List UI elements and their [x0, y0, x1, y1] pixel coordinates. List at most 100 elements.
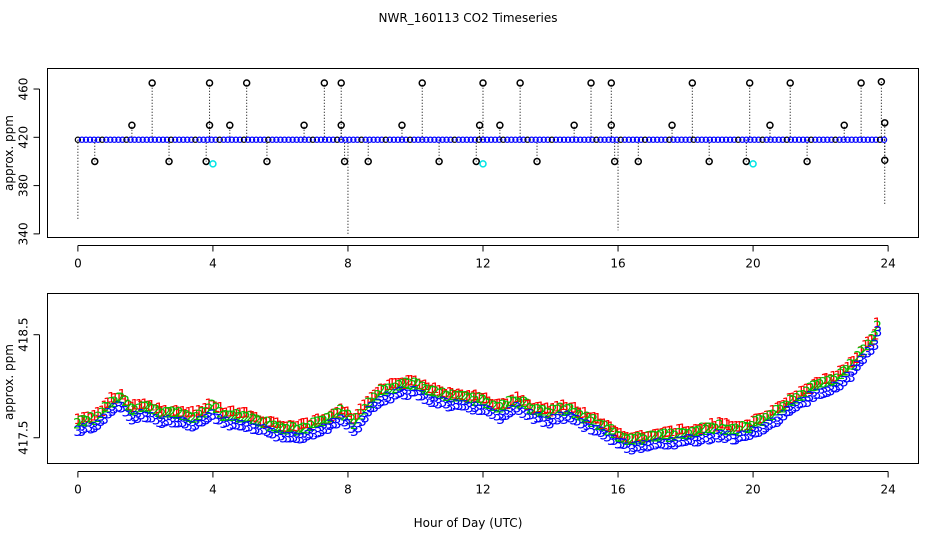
glyph-series-1: 1: [839, 363, 848, 379]
glyph-series-3: 3: [354, 421, 363, 437]
glyph-series-2: 2: [364, 396, 373, 412]
glyph-series-1: 1: [313, 412, 322, 428]
glyph-series-1: 1: [317, 414, 326, 430]
glyph-series-1: 1: [198, 405, 207, 421]
glyph-series-2: 2: [94, 410, 103, 426]
glyph-series-1: 1: [337, 402, 346, 418]
glyph-series-3: 3: [279, 431, 288, 447]
glyph-series-2: 2: [299, 421, 308, 437]
co2-point: [147, 136, 155, 143]
glyph-series-2: 2: [283, 422, 292, 438]
glyph-series-1: 1: [356, 402, 365, 418]
glyph-series-1: 1: [267, 415, 276, 431]
glyph-series-3: 3: [765, 418, 774, 434]
glyph-series-1: 1: [157, 405, 166, 421]
spike-point-low: [340, 157, 349, 166]
glyph-series-2: 2: [792, 392, 801, 408]
glyph-series-1: 1: [252, 410, 261, 426]
co2-point: [649, 136, 657, 143]
co2-point: [317, 136, 325, 143]
co2-point: [471, 136, 479, 143]
glyph-series-1: 1: [606, 420, 615, 436]
glyph-series-1: 1: [495, 397, 504, 413]
spike-point-low: [533, 157, 541, 166]
spike-point-low: [742, 157, 751, 166]
glyph-series-3: 3: [395, 386, 404, 402]
co2-point: [358, 136, 365, 143]
glyph-series-3: 3: [374, 397, 383, 413]
spike-point-mid: [300, 121, 308, 129]
glyph-series-2: 2: [505, 395, 514, 411]
co2-point: [406, 136, 414, 143]
glyph-series-2: 2: [286, 420, 295, 436]
glyph-series-3: 3: [300, 431, 309, 447]
co2-point: [844, 136, 851, 143]
glyph-series-1: 1: [546, 405, 555, 421]
glyph-series-2: 2: [205, 402, 214, 418]
glyph-series-3: 3: [175, 416, 184, 432]
co2-point: [90, 136, 98, 143]
spike-point-high: [877, 78, 886, 86]
co2-point: [107, 136, 114, 143]
glyph-series-3: 3: [533, 410, 542, 426]
glyph-series-1: 1: [513, 390, 522, 406]
glyph-series-1: 1: [216, 401, 225, 417]
glyph-series-2: 2: [762, 412, 771, 428]
glyph-series-2: 2: [678, 426, 687, 442]
glyph-series-1: 1: [475, 390, 484, 406]
glyph-series-3: 3: [347, 421, 356, 437]
co2-point: [248, 136, 256, 143]
glyph-series-2: 2: [293, 424, 302, 440]
co2-point: [617, 136, 624, 143]
glyph-series-1: 1: [242, 405, 251, 421]
co2-point: [115, 136, 122, 143]
glyph-series-3: 3: [762, 421, 771, 437]
co2-point: [791, 136, 799, 143]
co2-point: [467, 136, 475, 143]
glyph-series-2: 2: [353, 412, 362, 428]
co2-point: [82, 136, 90, 143]
bottom-x-tick-label: 12: [475, 483, 490, 497]
glyph-series-1: 1: [286, 419, 295, 435]
co2-point: [625, 136, 633, 143]
glyph-series-3: 3: [634, 440, 643, 456]
glyph-series-2: 2: [587, 415, 596, 431]
glyph-series-3: 3: [832, 381, 841, 397]
glyph-series-1: 1: [93, 406, 102, 422]
glyph-series-1: 1: [229, 404, 238, 420]
spike-point-mid: [226, 121, 234, 129]
spike-point-low: [91, 157, 99, 166]
glyph-series-3: 3: [597, 425, 606, 441]
glyph-series-3: 3: [646, 438, 655, 454]
glyph-series-3: 3: [152, 412, 161, 428]
glyph-series-2: 2: [580, 411, 589, 427]
glyph-series-1: 1: [820, 372, 829, 388]
glyph-series-2: 2: [523, 397, 532, 413]
spike-point-mid: [128, 121, 136, 129]
glyph-series-3: 3: [812, 387, 821, 403]
glyph-series-1: 1: [867, 333, 876, 349]
top-panel: approx. ppm 0 4 8 12 16 20 24 340 380 420 460: [2, 68, 919, 271]
co2-point: [755, 136, 762, 143]
glyph-series-1: 1: [711, 419, 720, 435]
co2-point: [180, 136, 187, 143]
glyph-series-3: 3: [674, 435, 683, 451]
glyph-series-1: 1: [724, 418, 733, 434]
glyph-series-1: 1: [273, 416, 282, 432]
glyph-series-2: 2: [596, 418, 605, 434]
glyph-series-3: 3: [292, 431, 301, 447]
glyph-series-1: 1: [631, 430, 640, 446]
glyph-series-2: 2: [603, 423, 612, 439]
glyph-series-3: 3: [117, 401, 126, 417]
glyph-series-3: 3: [691, 434, 700, 450]
glyph-series-1: 1: [647, 429, 656, 445]
glyph-series-2: 2: [347, 413, 356, 429]
co2-point: [208, 136, 215, 143]
glyph-series-2: 2: [175, 406, 184, 422]
glyph-series-2: 2: [493, 401, 502, 417]
glyph-series-1: 1: [333, 405, 342, 421]
co2-point: [175, 136, 183, 143]
glyph-series-2: 2: [539, 404, 548, 420]
glyph-series-1: 1: [188, 405, 197, 421]
glyph-series-2: 2: [513, 395, 522, 411]
